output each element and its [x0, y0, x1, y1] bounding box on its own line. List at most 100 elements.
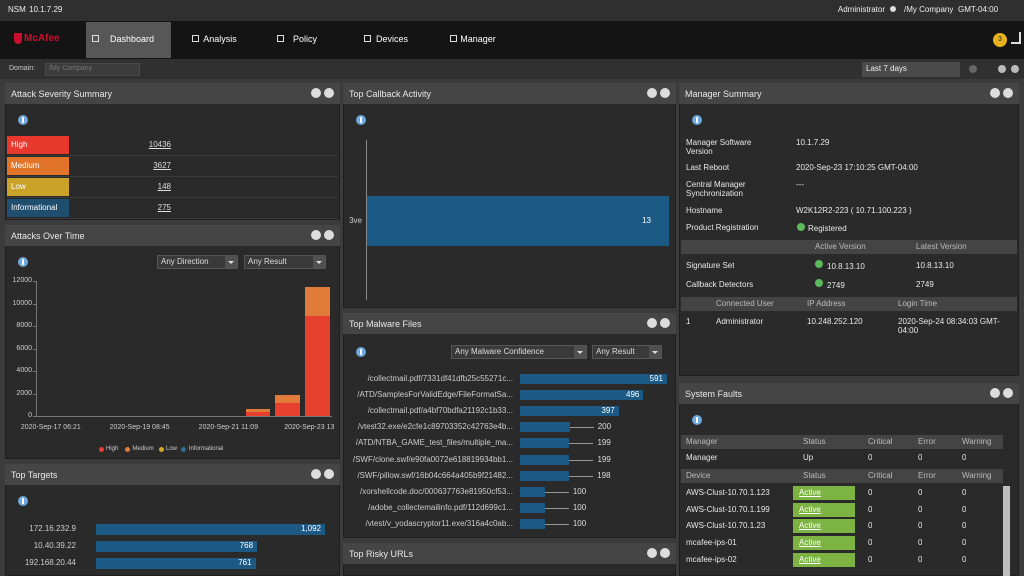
close-button[interactable] — [1003, 88, 1013, 98]
refresh-icon[interactable] — [969, 65, 977, 73]
dropdown-arrow — [577, 351, 583, 354]
dropdown-value: Any Result — [596, 347, 635, 356]
collapse-button[interactable] — [647, 318, 657, 328]
settings-icon[interactable] — [998, 65, 1006, 73]
fault-cell: AWS-Clust-10.70.1.123 — [686, 488, 770, 497]
fault-cell: 0 — [868, 521, 873, 531]
close-button[interactable] — [660, 88, 670, 98]
info-glyph — [360, 117, 362, 123]
severity-count[interactable]: 275 — [157, 203, 171, 212]
status-badge[interactable] — [793, 486, 855, 500]
severity-count[interactable]: 148 — [157, 182, 171, 191]
legend-label: High — [106, 446, 119, 452]
field-value: --- — [796, 180, 804, 189]
bar — [520, 374, 667, 384]
x-axis — [36, 416, 332, 417]
nav-tab[interactable]: Manager — [460, 34, 496, 44]
product-version: 10.1.7.29 — [29, 5, 63, 14]
close-button[interactable] — [324, 88, 334, 98]
status-link[interactable]: Active — [799, 488, 821, 497]
value-label: 100 — [572, 518, 587, 528]
info-glyph — [696, 117, 698, 123]
row-separator — [7, 176, 338, 177]
domain-select[interactable] — [45, 63, 140, 76]
status-badge[interactable] — [793, 519, 855, 534]
legend-label: Informational — [188, 446, 224, 452]
help-icon[interactable] — [1011, 65, 1019, 73]
panel-header — [5, 464, 340, 485]
top-bar — [0, 0, 1024, 21]
dropdown-arrow — [316, 261, 322, 264]
severity-label: Medium — [11, 161, 40, 170]
close-button[interactable] — [660, 318, 670, 328]
fault-cell: 0 — [962, 504, 967, 514]
category-label: /SWF/clone.swf/e90fa0072e618819934bb1... — [352, 454, 513, 464]
status-link[interactable]: Active — [799, 538, 821, 548]
y-tick-label: 10000 — [12, 299, 32, 307]
fault-cell: Up — [803, 453, 814, 462]
scrollbar-thumb[interactable] — [1003, 486, 1010, 576]
field-label: Product Registration — [686, 223, 759, 232]
column-header: Warning — [962, 437, 992, 446]
bar-segment — [245, 409, 271, 412]
company-name: /My Company — [904, 5, 954, 14]
column-header: Critical — [868, 471, 893, 480]
domain-bar — [0, 59, 1024, 79]
severity-label: Low — [11, 182, 26, 191]
close-button[interactable] — [324, 230, 334, 240]
table-header — [681, 435, 1003, 449]
collapse-button[interactable] — [990, 88, 1000, 98]
info-glyph — [22, 498, 24, 504]
status-link[interactable]: Active — [799, 504, 821, 514]
legend-dot — [98, 446, 104, 452]
value-label: 199 — [597, 438, 611, 448]
dropdown[interactable] — [451, 345, 587, 359]
fault-cell: 0 — [868, 554, 873, 564]
nav-tab[interactable]: Devices — [375, 34, 408, 44]
y-tick-label: 8000 — [16, 322, 32, 329]
user-name[interactable]: Administrator — [837, 5, 885, 14]
category-label: /adobe_collectemailinfo.pdf/112d699c1... — [368, 502, 513, 512]
nav-tab[interactable]: Dashboard — [109, 34, 155, 44]
status-link[interactable]: Active — [799, 554, 821, 564]
status-badge[interactable] — [793, 536, 855, 551]
panel-header — [343, 313, 676, 334]
dropdown[interactable] — [592, 345, 662, 359]
collapse-button[interactable] — [311, 230, 321, 240]
close-button[interactable] — [1003, 388, 1013, 398]
tab-icon — [277, 35, 284, 42]
status-badge[interactable] — [793, 502, 855, 517]
close-button[interactable] — [324, 469, 334, 479]
nav-tab[interactable]: Analysis — [203, 34, 237, 44]
category-axis — [366, 140, 367, 300]
status-link[interactable]: Active — [799, 521, 821, 531]
bar — [520, 518, 545, 529]
range-select[interactable] — [862, 62, 960, 77]
label-leader — [544, 507, 569, 509]
status-badge[interactable] — [793, 552, 855, 567]
panel-header — [5, 225, 340, 246]
severity-swatch — [7, 136, 69, 154]
value-label: 397 — [601, 406, 615, 416]
collapse-button[interactable] — [311, 88, 321, 98]
dropdown[interactable] — [157, 255, 238, 269]
close-button[interactable] — [660, 548, 670, 558]
label-leader — [569, 475, 594, 477]
dropdown-value: Any Direction — [161, 257, 209, 266]
dropdown[interactable] — [244, 255, 326, 269]
collapse-button[interactable] — [311, 469, 321, 479]
column-header: Critical — [868, 437, 893, 446]
collapse-button[interactable] — [647, 88, 657, 98]
nav-tab[interactable]: Policy — [292, 34, 317, 44]
download-icon[interactable] — [1011, 32, 1021, 44]
y-tick — [33, 326, 36, 327]
collapse-button[interactable] — [647, 548, 657, 558]
value-label: 100 — [572, 502, 587, 512]
severity-count[interactable]: 3627 — [153, 161, 171, 170]
value-label: 100 — [572, 486, 587, 496]
label-leader — [544, 523, 569, 525]
severity-count[interactable]: 10436 — [148, 140, 171, 149]
collapse-button[interactable] — [990, 388, 1000, 398]
column-header: Active Version — [815, 242, 866, 251]
